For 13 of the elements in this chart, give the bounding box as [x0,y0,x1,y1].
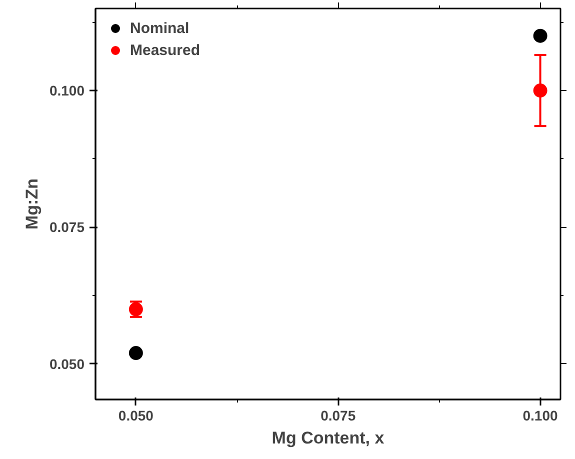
x-axis-title: Mg Content, x [272,428,385,448]
legend-label: Nominal [130,20,190,36]
y-tick-label: 0.100 [49,82,85,99]
legend-label: Measured [130,42,200,58]
y-axis-title: Mg:Zn [22,178,42,230]
point [128,346,143,360]
x-tick-label: 0.075 [320,408,356,424]
x-tick-label: 0.100 [522,408,558,424]
y-tick-label: 0.050 [49,356,85,372]
x-tick-label: 0.050 [118,408,154,424]
y-tick-label: 0.075 [49,219,85,236]
point [533,84,548,98]
point [533,28,548,43]
